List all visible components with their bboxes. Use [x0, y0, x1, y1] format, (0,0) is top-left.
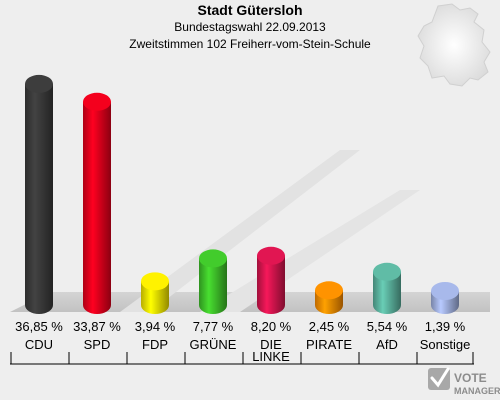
checkmark-ballot-icon — [428, 367, 450, 390]
chart-subtitle-district: Zweitstimmen 102 Freiherr-vom-Stein-Schu… — [129, 37, 371, 51]
bar-top — [199, 249, 227, 268]
category-label-pirate: PIRATE — [306, 337, 352, 352]
bar-top — [315, 281, 343, 300]
bar-top — [83, 92, 111, 111]
category-label-sonstige: Sonstige — [420, 337, 471, 352]
bar-die-linke — [257, 246, 285, 314]
bar-pirate — [315, 281, 343, 314]
background-stripe — [120, 150, 360, 312]
bar-cdu — [25, 74, 53, 315]
votemanager-logo: VOTE MANAGER — [428, 367, 500, 396]
chart-title: Stadt Gütersloh — [197, 2, 302, 18]
germany-map-icon — [417, 3, 491, 87]
category-label-afd: AfD — [376, 337, 398, 352]
chart-subtitle-date: Bundestagswahl 22.09.2013 — [174, 20, 326, 34]
value-label-afd: 5,54 % — [367, 319, 408, 334]
value-labels-group: 36,85 % 33,87 % 3,94 % 7,77 % 8,20 % 2,45 % 5,… — [15, 319, 466, 334]
bar-gr-ne — [199, 249, 227, 314]
value-label-pirate: 2,45 % — [309, 319, 350, 334]
bars-group — [25, 74, 459, 315]
category-label-die-linke: DIE LINKE — [252, 337, 290, 364]
category-labels-group: CDU SPD FDP GRÜNE DIE LINKE PIRATE AfD Sonstige — [10, 337, 474, 364]
category-label-gr-ne: GRÜNE — [190, 337, 237, 352]
value-label-die-linke: 8,20 % — [251, 319, 292, 334]
value-label-sonstige: 1,39 % — [425, 319, 466, 334]
bar-sonstige — [431, 282, 459, 314]
bar-top — [257, 246, 285, 265]
value-label-spd: 33,87 % — [73, 319, 121, 334]
value-label-fdp: 3,94 % — [135, 319, 176, 334]
bar-body — [83, 101, 111, 314]
category-label-cdu: CDU — [25, 337, 53, 352]
bar-top — [141, 272, 169, 291]
logo-text-vote: VOTE — [454, 371, 487, 385]
bar-top — [431, 282, 459, 300]
bar-afd — [373, 262, 401, 314]
logo-text-manager: MANAGER — [454, 386, 500, 396]
bar-fdp — [141, 272, 169, 314]
bar-body — [373, 271, 401, 314]
background-stripe — [200, 190, 420, 312]
bar-body — [141, 281, 169, 314]
bar-top — [373, 262, 401, 281]
bar-spd — [83, 92, 111, 314]
bar-body — [257, 255, 285, 314]
bar-body — [199, 258, 227, 314]
value-label-cdu: 36,85 % — [15, 319, 63, 334]
category-label-fdp: FDP — [142, 337, 168, 352]
category-label-spd: SPD — [84, 337, 111, 352]
value-label-gr-ne: 7,77 % — [193, 319, 234, 334]
bar-top — [25, 74, 53, 93]
bar-body — [25, 83, 53, 315]
